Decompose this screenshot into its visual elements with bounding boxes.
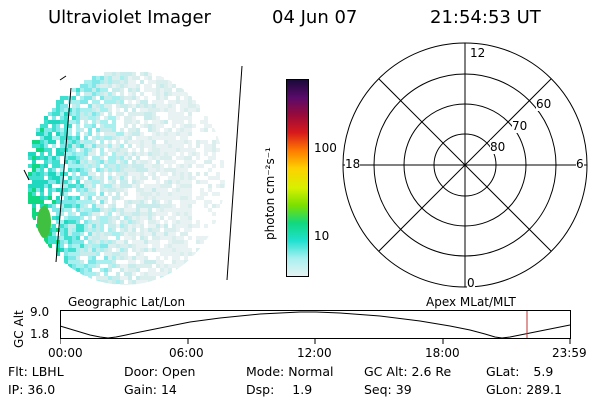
colorbar-unit-label: photon cm⁻²s⁻¹ xyxy=(263,147,277,240)
timeline-left-title: Geographic Lat/Lon xyxy=(68,295,186,309)
mlat-label-60: 60 xyxy=(536,97,552,111)
mlt-label-18: 18 xyxy=(345,157,361,171)
timeline-x-tick-2359: 23:59 xyxy=(552,346,587,360)
colorbar-tick-10: 10 xyxy=(314,229,330,243)
timeline-x-tick-0000: 00:00 xyxy=(48,346,83,360)
footer-ip: IP: 36.0 xyxy=(8,382,56,397)
timeline-y-tick-low: 1.8 xyxy=(30,327,50,341)
date-label: 04 Jun 07 xyxy=(272,7,358,28)
footer-gain: Gain: 14 xyxy=(124,382,177,397)
footer-glat: GLat: 5.9 xyxy=(486,364,554,379)
footer-flt: Flt: LBHL xyxy=(8,364,64,379)
timeline-y-axis-label: GC Alt xyxy=(12,310,26,348)
polar-mlat-mlt-grid xyxy=(342,42,588,288)
footer-gc-alt: GC Alt: 2.6 Re xyxy=(364,364,452,379)
timeline-y-tick-high: 9.0 xyxy=(30,305,50,319)
colorbar-tick-100: 100 xyxy=(314,141,337,155)
instrument-title: Ultraviolet Imager xyxy=(48,7,211,28)
footer-door: Door: Open xyxy=(124,364,196,379)
timeline-x-tick-0600: 06:00 xyxy=(169,346,204,360)
timeline-x-tick-1200: 12:00 xyxy=(297,346,332,360)
time-label: 21:54:53 UT xyxy=(430,7,541,28)
mlat-label-70: 70 xyxy=(512,119,528,133)
uv-image-disk xyxy=(23,65,243,285)
footer-dsp: Dsp: 1.9 xyxy=(246,382,313,397)
timeline-plot xyxy=(60,310,571,344)
timeline-right-title: Apex MLat/MLT xyxy=(426,295,516,309)
footer-glon: GLon: 289.1 xyxy=(486,382,562,397)
footer-seq: Seq: 39 xyxy=(364,382,412,397)
gc-altitude-curve xyxy=(60,311,571,339)
color-scale-bar xyxy=(286,79,309,277)
footer-mode: Mode: Normal xyxy=(246,364,334,379)
terminator-line-right xyxy=(226,65,243,281)
mlat-label-80: 80 xyxy=(490,140,506,154)
mlt-label-12: 12 xyxy=(470,46,486,60)
timeline-x-tick-1800: 18:00 xyxy=(425,346,460,360)
mlt-label-6: 6 xyxy=(576,157,584,171)
mlt-label-0: 0 xyxy=(467,276,475,290)
terminator-line-left xyxy=(55,87,72,263)
